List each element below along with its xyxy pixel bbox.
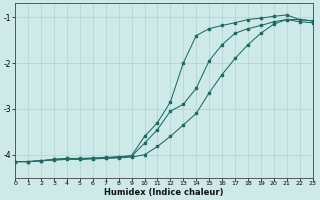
X-axis label: Humidex (Indice chaleur): Humidex (Indice chaleur) <box>104 188 224 197</box>
